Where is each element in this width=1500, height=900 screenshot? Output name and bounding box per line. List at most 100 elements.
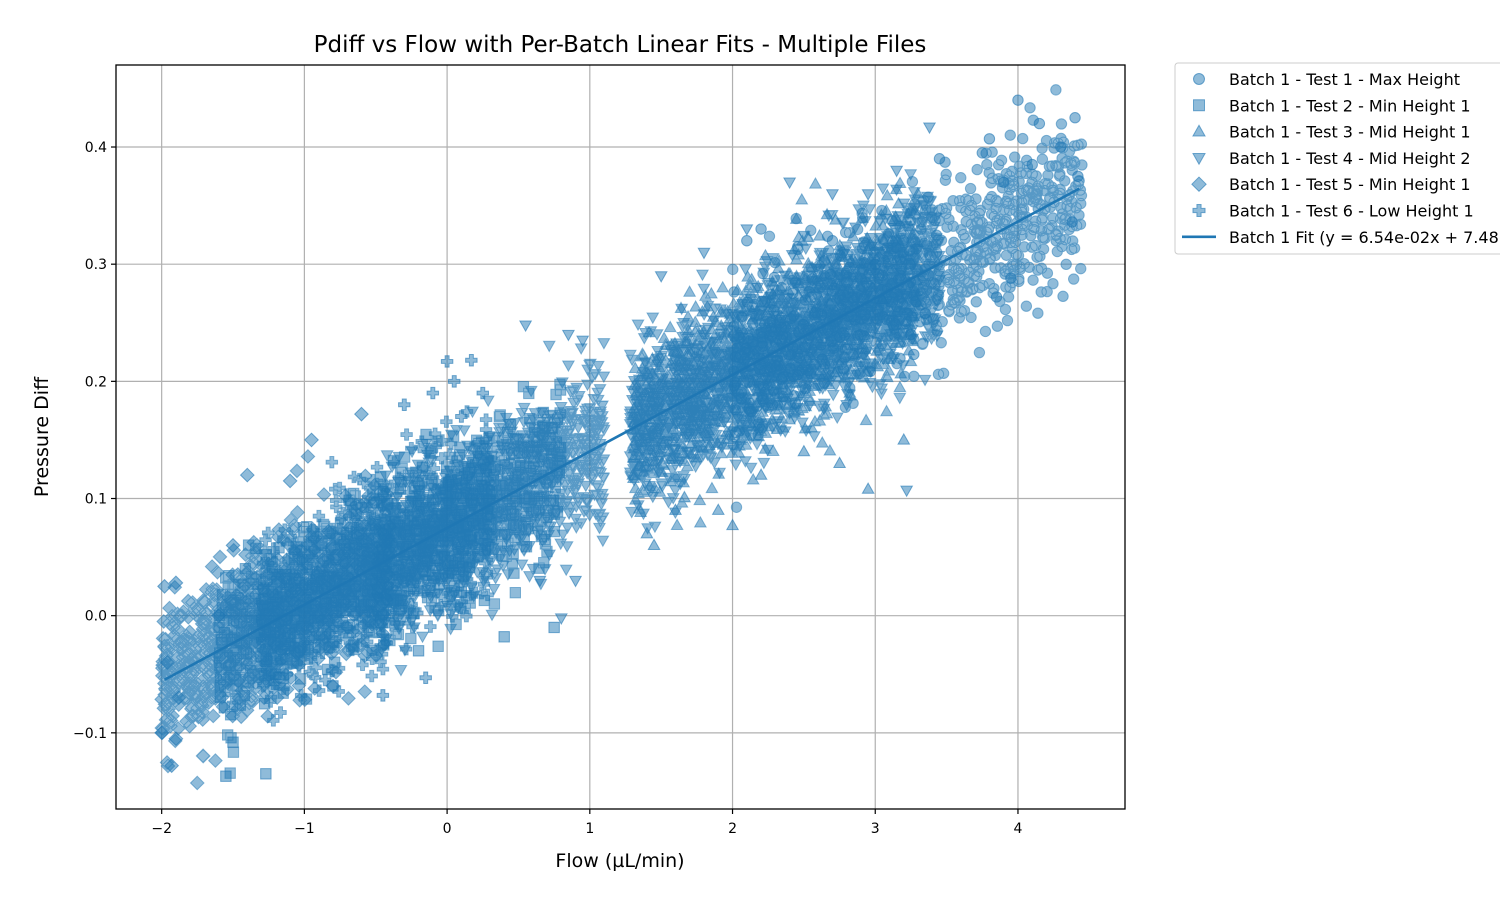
data-point [1055, 141, 1067, 153]
data-point [697, 247, 711, 260]
point-cloud [154, 84, 1088, 791]
y-tick-label: 0.3 [85, 257, 107, 273]
data-point [668, 503, 683, 515]
data-point [159, 655, 175, 671]
x-tick-label: −1 [294, 821, 315, 837]
chart-title: Pdiff vs Flow with Per-Batch Linear Fits… [314, 32, 927, 58]
data-point [239, 467, 255, 483]
data-point [576, 335, 590, 348]
data-point [498, 631, 510, 643]
series-5-points [154, 406, 369, 774]
y-tick-label: 0.4 [85, 140, 107, 156]
data-point [548, 621, 560, 634]
data-point [455, 410, 468, 423]
legend-item: Batch 1 - Test 1 - Max Height [1193, 70, 1460, 89]
data-point [164, 758, 180, 774]
legend-item: Batch 1 - Test 3 - Mid Height 1 [1192, 123, 1471, 142]
data-point [1005, 272, 1017, 284]
data-point [260, 768, 272, 780]
fit-lines [163, 187, 1080, 681]
data-point [1069, 112, 1081, 124]
y-tick-label: −0.1 [73, 726, 107, 742]
y-tick-label: 0.2 [85, 374, 107, 390]
x-tick-label: 0 [443, 821, 452, 837]
legend-label: Batch 1 - Test 2 - Min Height 1 [1229, 96, 1471, 115]
data-point [861, 189, 875, 201]
data-point [990, 291, 1003, 303]
data-point [448, 375, 461, 388]
data-point [976, 147, 988, 159]
legend-marker [1193, 99, 1205, 112]
legend-marker [1192, 153, 1206, 166]
data-point [168, 731, 184, 747]
data-point [997, 176, 1010, 188]
data-point [568, 575, 583, 588]
data-point [905, 328, 917, 341]
legend: Batch 1 - Test 1 - Max Height Batch 1 - T… [1174, 62, 1500, 255]
data-point [220, 770, 232, 782]
data-point [755, 223, 767, 235]
legend-box [1174, 62, 1500, 255]
data-point [465, 354, 478, 367]
data-point [398, 398, 411, 411]
data-point [440, 355, 454, 368]
x-tick-label: 2 [728, 821, 737, 837]
data-point [711, 503, 725, 515]
data-point [157, 578, 172, 594]
data-point [282, 473, 298, 489]
data-point [654, 271, 668, 283]
x-tick-label: −2 [151, 821, 172, 837]
data-point [897, 432, 911, 445]
plot-frame [115, 64, 1126, 810]
data-point [825, 189, 840, 201]
data-point [869, 258, 881, 270]
legend-label: Batch 1 - Test 5 - Min Height 1 [1229, 175, 1471, 194]
data-point [1026, 158, 1038, 171]
legend-fit-label: Batch 1 Fit (y = 6.54e-02x + 7.48 [1229, 228, 1499, 247]
series-6-points [376, 354, 489, 702]
data-point [455, 586, 468, 598]
legend-label: Batch 1 - Test 6 - Low Height 1 [1229, 202, 1474, 221]
data-point [211, 608, 227, 624]
fit-line [163, 187, 1080, 681]
x-tick-label: 4 [1014, 821, 1023, 837]
data-point [832, 456, 847, 469]
legend-marker [1192, 124, 1206, 137]
data-point [168, 575, 184, 591]
data-point [919, 307, 931, 320]
data-point [890, 165, 904, 178]
data-point [376, 689, 390, 702]
data-point [1072, 170, 1084, 182]
y-tick-label: 0.1 [85, 492, 107, 508]
legend-marker [1191, 176, 1207, 193]
data-point [908, 348, 920, 361]
data-point [875, 292, 889, 304]
data-point [554, 613, 568, 626]
x-tick-label: 3 [871, 821, 880, 837]
data-point [740, 224, 754, 237]
data-point [754, 468, 768, 480]
x-axis-ticks: −2 −1 0 1 2 3 4 [151, 809, 1023, 837]
data-point [325, 678, 341, 694]
data-point [783, 177, 797, 190]
x-axis-label: Flow (µL/min) [555, 850, 684, 872]
legend-marker [1193, 73, 1206, 85]
data-point [426, 386, 440, 400]
data-point [533, 575, 547, 588]
data-point [419, 671, 432, 684]
legend-label: Batch 1 - Test 4 - Mid Height 2 [1229, 149, 1471, 168]
data-point [270, 668, 282, 680]
data-point [1033, 117, 1046, 130]
legend-item-fit: Batch 1 Fit (y = 6.54e-02x + 7.48 [1182, 228, 1499, 247]
legend-item: Batch 1 - Test 2 - Min Height 1 [1193, 96, 1471, 115]
data-point [922, 122, 937, 135]
data-point [561, 329, 575, 342]
data-point [1066, 216, 1078, 228]
legend-item: Batch 1 - Test 5 - Min Height 1 [1191, 175, 1471, 194]
legend-item: Batch 1 - Test 4 - Mid Height 2 [1192, 149, 1471, 168]
data-point [154, 725, 170, 741]
data-point [640, 526, 654, 539]
data-point [900, 485, 914, 498]
